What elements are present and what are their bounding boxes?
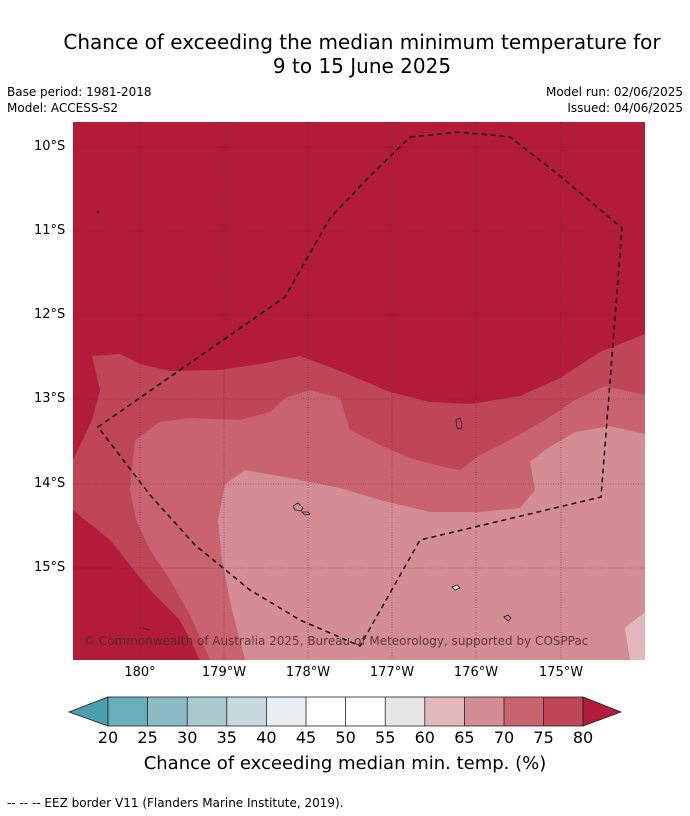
- lon-label: 177°W: [369, 665, 415, 680]
- island-c: [301, 511, 311, 516]
- lon-label: 176°W: [453, 665, 499, 680]
- colorbar-tick: 70: [493, 728, 515, 747]
- lat-label: 12°S: [34, 307, 66, 322]
- lon-label: 178°W: [285, 665, 331, 680]
- colorbar-30-35: [187, 697, 227, 726]
- lon-label: 175°W: [538, 665, 584, 680]
- map-title: Chance of exceeding the median minimum t…: [0, 30, 690, 78]
- issued-date: Issued: 04/06/2025: [567, 101, 683, 115]
- colorbar-tick: 55: [375, 728, 396, 747]
- colorbar-40-45: [266, 697, 306, 726]
- colorbar-tick: 40: [256, 728, 277, 747]
- eez-footnote: -- -- -- EEZ border V11 (Flanders Marine…: [7, 796, 344, 810]
- colorbar-tick: 25: [137, 728, 158, 747]
- model-run: Model run: 02/06/2025: [545, 85, 683, 99]
- island-e: [451, 584, 461, 591]
- lat-label: 10°S: [34, 139, 66, 154]
- islands: [96, 210, 512, 631]
- title-line-2: 9 to 15 June 2025: [272, 54, 452, 78]
- lat-label: 11°S: [34, 223, 66, 238]
- colorbar-50-55: [345, 697, 386, 726]
- model-name: Model: ACCESS-S2: [7, 101, 119, 115]
- colorbar-65-70: [464, 697, 504, 726]
- colorbar-45-50: [306, 697, 346, 726]
- region-60-65: [625, 612, 645, 660]
- colorbar-60-65: [424, 697, 465, 726]
- probability-contours: [73, 122, 645, 660]
- lat-label: 15°S: [34, 560, 66, 575]
- colorbar-tick: 35: [216, 728, 237, 747]
- colorbar: [67, 696, 623, 727]
- lat-label: 13°S: [34, 391, 66, 406]
- base-period: Base period: 1981-2018: [7, 85, 152, 99]
- title-line-1: Chance of exceeding the median minimum t…: [63, 30, 661, 54]
- island-f: [142, 627, 151, 631]
- lat-label: 14°S: [34, 476, 66, 491]
- meta-left: Base period: 1981-2018 Model: ACCESS-S2: [7, 84, 152, 116]
- lon-label: 180°: [124, 665, 156, 680]
- colorbar-dividers: [107, 696, 584, 727]
- colorbar-70-75: [504, 697, 544, 726]
- copyright-notice: © Commonwealth of Australia 2025, Bureau…: [83, 634, 589, 648]
- colorbar-tick: 20: [97, 728, 119, 747]
- graticule: [73, 122, 645, 660]
- meta-right: Model run: 02/06/2025 Issued: 04/06/2025: [546, 84, 683, 116]
- colorbar-tick: 65: [454, 728, 475, 747]
- lon-label: 179°W: [201, 665, 247, 680]
- colorbar-title: Chance of exceeding median min. temp. (%…: [0, 753, 690, 774]
- island-g: [96, 210, 100, 214]
- island-d: [503, 614, 512, 622]
- island-a: [455, 417, 463, 430]
- colorbar-below-20: [67, 696, 109, 727]
- region-65-70: [218, 426, 645, 660]
- colorbar-tick: 50: [335, 728, 356, 747]
- colorbar-75-80: [543, 697, 584, 726]
- colorbar-20-25: [108, 697, 148, 726]
- colorbar-title-text: Chance of exceeding median min. temp. (%…: [143, 753, 547, 774]
- colorbar-tick: 80: [572, 728, 594, 747]
- colorbar-tick: 45: [295, 728, 317, 747]
- colorbar-above-80: [582, 696, 623, 727]
- colorbar-tick: 75: [533, 728, 554, 747]
- colorbar-25-30: [147, 697, 188, 726]
- eez-border: [96, 131, 623, 647]
- colorbar-35-40: [226, 697, 267, 726]
- colorbar-tick: 60: [414, 728, 435, 747]
- colorbar-tick: 30: [177, 728, 198, 747]
- colorbar-55-60: [385, 697, 425, 726]
- island-b: [292, 502, 304, 512]
